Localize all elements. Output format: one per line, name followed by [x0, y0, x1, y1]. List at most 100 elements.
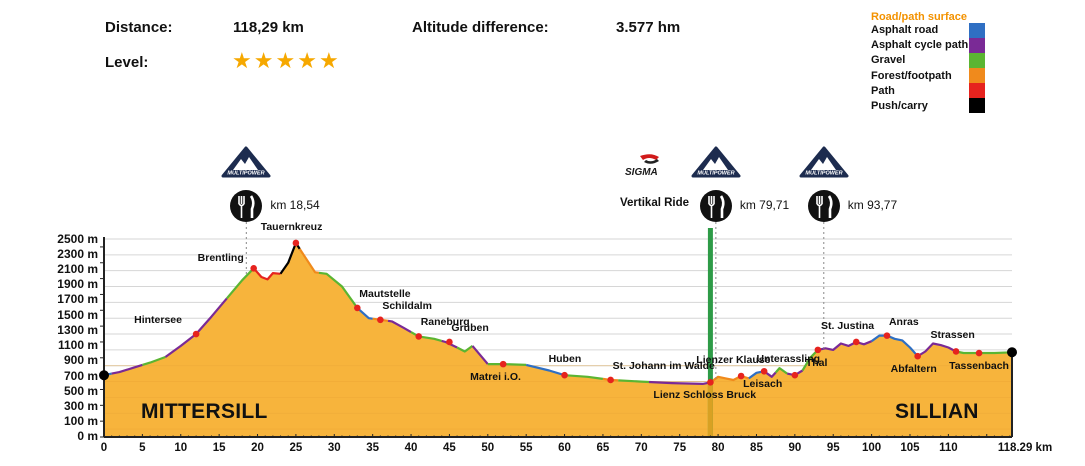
star-icon: ★ — [232, 48, 252, 73]
waypoint-label: Tauernkreuz — [260, 220, 323, 233]
star-icon: ★ — [253, 48, 274, 73]
x-tick: 100 — [862, 442, 882, 454]
y-tick: 1900 m — [57, 277, 98, 291]
x-tick: 90 — [788, 442, 802, 454]
x-tick: 45 — [443, 442, 456, 454]
vertikal-ride-label: Vertikal Ride — [620, 197, 690, 209]
legend-item: Asphalt road — [871, 24, 939, 36]
x-tick: 70 — [634, 442, 648, 454]
fork-knife-icon — [230, 190, 263, 222]
y-tick: 500 m — [63, 384, 98, 398]
feed-station: MULTIPOWER — [220, 146, 272, 231]
axes — [100, 237, 1013, 438]
x-tick: 75 — [673, 442, 687, 454]
distance-label: Distance: — [105, 19, 173, 36]
x-tick: 5 — [139, 442, 146, 454]
swatch-path — [969, 83, 985, 98]
x-tick: 35 — [366, 442, 380, 454]
y-tick: 1500 m — [57, 308, 98, 322]
waypoint-label: Tassenbach — [949, 360, 1009, 373]
x-tick: 50 — [481, 442, 495, 454]
x-tick: 60 — [558, 442, 571, 454]
x-tick: 105 — [900, 442, 920, 454]
waypoint-label: Mautstelle — [359, 287, 411, 300]
multipower-logo: MULTIPOWER — [799, 146, 849, 222]
x-tick: 20 — [251, 442, 264, 454]
waypoint-label: Brentling — [197, 252, 244, 265]
sigma-swoosh-icon: SIGMA — [625, 154, 659, 178]
y-tick: 2300 m — [57, 247, 98, 261]
waypoint-label: Lienzer Klause — [696, 354, 771, 367]
sigma-text: SIGMA — [625, 167, 658, 178]
y-tick: 1300 m — [57, 323, 98, 337]
waypoint-label: Hintersee — [134, 314, 182, 327]
waypoint-label: Matrei i.O. — [470, 371, 521, 384]
x-tick: 55 — [519, 442, 533, 454]
waypoint-label: St. Justina — [821, 319, 875, 332]
waypoint-label: Gruben — [451, 321, 489, 334]
feed-station-km-label: km 79,71 — [739, 198, 790, 212]
waypoint-label: St. Johann im Walde — [612, 359, 715, 372]
legend-item: Path — [871, 84, 895, 97]
x-tick: 95 — [826, 442, 840, 454]
legend-item: Asphalt cycle path — [871, 39, 969, 52]
waypoint-label: Thal — [805, 356, 828, 369]
legend-item: Forest/footpath — [871, 69, 952, 82]
x-tick: 25 — [289, 442, 303, 454]
x-tick: 110 — [939, 442, 958, 454]
altitude-difference-value: 3.577 hm — [616, 19, 681, 36]
waypoint-label: Anras — [888, 315, 919, 328]
x-tick: 0 — [100, 442, 108, 454]
x-tick: 85 — [750, 442, 763, 454]
multipower-logo: MULTIPOWER — [691, 146, 741, 222]
area-bands — [104, 365, 1012, 430]
svg-text:MULTIPOWER: MULTIPOWER — [805, 171, 842, 177]
feed-station: MULTIPOWER — [798, 146, 850, 231]
waypoint-label: Strassen — [930, 329, 975, 342]
waypoint-label: Abfaltern — [890, 363, 937, 376]
start-town-label: MITTERSILL — [141, 400, 268, 423]
x-tick: 65 — [596, 442, 610, 454]
waypoint-label: Raneburg — [420, 316, 470, 329]
fork-knife-icon — [699, 190, 732, 222]
swatch-asphalt-road — [969, 23, 985, 38]
feed-station-km-label: km 93,77 — [847, 198, 898, 212]
elevation-area — [104, 243, 1012, 437]
waypoint-markers — [99, 239, 1017, 386]
legend-swatches — [969, 23, 985, 113]
x-tick: 118.29 km — [997, 442, 1053, 454]
level-label: Level: — [105, 54, 149, 71]
legend-item: Push/carry — [871, 100, 928, 113]
altitude-difference-label: Altitude difference: — [412, 19, 549, 36]
waypoint-label: Lienz Schloss Bruck — [653, 389, 757, 402]
fork-knife-icon — [807, 190, 840, 222]
legend-item: Gravel — [871, 54, 906, 67]
waypoint-label: Schildalm — [382, 299, 432, 312]
y-tick: 2500 m — [57, 232, 98, 246]
feed-station: MULTIPOWER — [690, 146, 742, 231]
level-rating: ★ ★ ★ ★ ★ — [232, 50, 339, 72]
sigma-logo: SIGMA — [623, 152, 679, 183]
legend-title: Road/path surface — [871, 11, 967, 23]
star-icon: ★ — [318, 48, 339, 73]
y-tick: 300 m — [63, 399, 98, 413]
svg-text:MULTIPOWER: MULTIPOWER — [228, 171, 265, 177]
y-tick: 2100 m — [57, 262, 98, 276]
end-town-label: SILLIAN — [895, 400, 979, 423]
swatch-push-carry — [969, 98, 985, 113]
feed-station-lines — [245, 222, 825, 437]
swatch-asphalt-cycle-path — [969, 38, 985, 53]
y-tick: 900 m — [63, 353, 98, 367]
y-tick: 100 m — [63, 414, 98, 428]
y-tick: 1100 m — [57, 338, 98, 352]
feed-station-km-label: km 18,54 — [270, 198, 320, 212]
legend: Road/path surface Asphalt road Asphalt c… — [871, 11, 968, 114]
x-tick: 80 — [711, 442, 725, 454]
waypoint-label: Unterassling — [756, 353, 821, 366]
swatch-gravel — [969, 53, 985, 68]
y-tick: 1700 m — [57, 292, 98, 306]
svg-text:MULTIPOWER: MULTIPOWER — [697, 171, 734, 177]
star-icon: ★ — [297, 48, 317, 73]
star-icon: ★ — [275, 48, 296, 73]
